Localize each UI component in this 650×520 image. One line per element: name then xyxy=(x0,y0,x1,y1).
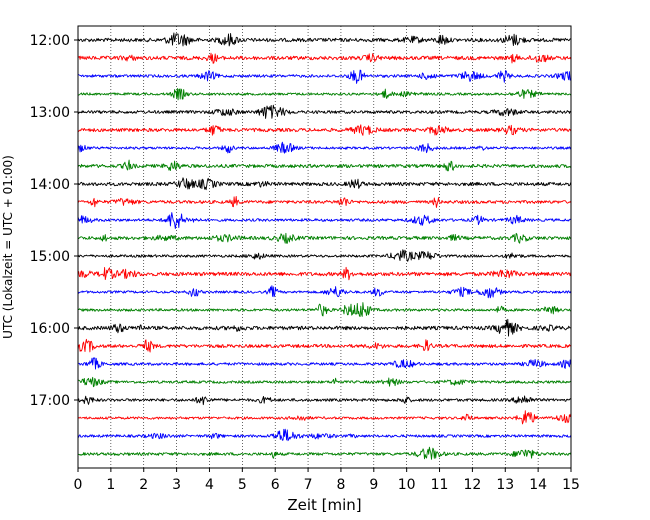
seismogram-trace-1745 xyxy=(77,446,572,460)
seismogram-trace-1300 xyxy=(77,104,572,119)
y-axis-ticks: 12:00 13:00 14:00 15:00 16:00 17:00 xyxy=(30,33,78,409)
seismogram-trace-1200 xyxy=(77,32,571,47)
seismogram-trace-1345 xyxy=(77,159,572,172)
seismogram-trace-1630 xyxy=(77,357,572,370)
seismogram-traces xyxy=(77,32,572,460)
x-tick-label: 6 xyxy=(271,477,280,493)
x-tick-label: 11 xyxy=(431,477,449,493)
seismogram-trace-1645 xyxy=(77,376,572,388)
x-tick-label: 13 xyxy=(496,477,514,493)
seismogram-trace-1515 xyxy=(77,266,572,281)
x-tick-label: 5 xyxy=(238,477,247,493)
y-tick-label: 14:00 xyxy=(30,177,70,193)
x-tick-label: 15 xyxy=(562,477,580,493)
x-tick-label: 12 xyxy=(463,477,481,493)
seismogram-trace-1330 xyxy=(77,141,572,154)
seismogram-trace-1430 xyxy=(77,212,572,229)
y-tick-label: 12:00 xyxy=(30,33,70,49)
seismogram-trace-1445 xyxy=(77,232,572,244)
x-tick-label: 2 xyxy=(139,477,148,493)
seismogram-trace-1415 xyxy=(77,196,572,208)
seismogram-trace-1530 xyxy=(77,285,572,299)
seismogram-trace-1615 xyxy=(77,338,572,353)
x-tick-label: 1 xyxy=(106,477,115,493)
y-tick-label: 13:00 xyxy=(30,105,70,121)
seismogram-trace-1215 xyxy=(77,52,572,64)
x-tick-label: 4 xyxy=(205,477,214,493)
x-tick-label: 8 xyxy=(336,477,345,493)
x-tick-label: 10 xyxy=(398,477,416,493)
seismogram-trace-1245 xyxy=(77,87,572,101)
y-tick-label: 16:00 xyxy=(30,321,70,337)
y-tick-label: 17:00 xyxy=(30,393,70,409)
y-axis-label: UTC (Lokalzeit = UTC + 01:00) xyxy=(1,155,15,339)
seismogram-trace-1545 xyxy=(77,302,571,317)
x-tick-label: 7 xyxy=(304,477,313,493)
seismogram-trace-1715 xyxy=(77,410,572,425)
seismogram-trace-1315 xyxy=(77,124,572,136)
seismogram-trace-1700 xyxy=(77,395,571,406)
x-tick-label: 14 xyxy=(529,477,547,493)
seismogram-trace-1400 xyxy=(77,177,572,191)
plot-frame xyxy=(77,25,572,469)
seismogram-trace-1600 xyxy=(77,318,571,337)
seismogram-trace-1230 xyxy=(77,69,572,84)
x-tick-label: 9 xyxy=(369,477,378,493)
x-axis-label: Zeit [min] xyxy=(287,496,361,514)
y-tick-label: 15:00 xyxy=(30,249,70,265)
x-axis-ticks: 0 1 2 3 4 5 6 7 8 9 10 11 12 13 14 15 xyxy=(74,468,580,493)
seismogram-trace-1500 xyxy=(77,249,572,262)
x-tick-label: 0 xyxy=(74,477,83,493)
seismogram-trace-1730 xyxy=(77,428,572,442)
x-tick-label: 3 xyxy=(172,477,181,493)
